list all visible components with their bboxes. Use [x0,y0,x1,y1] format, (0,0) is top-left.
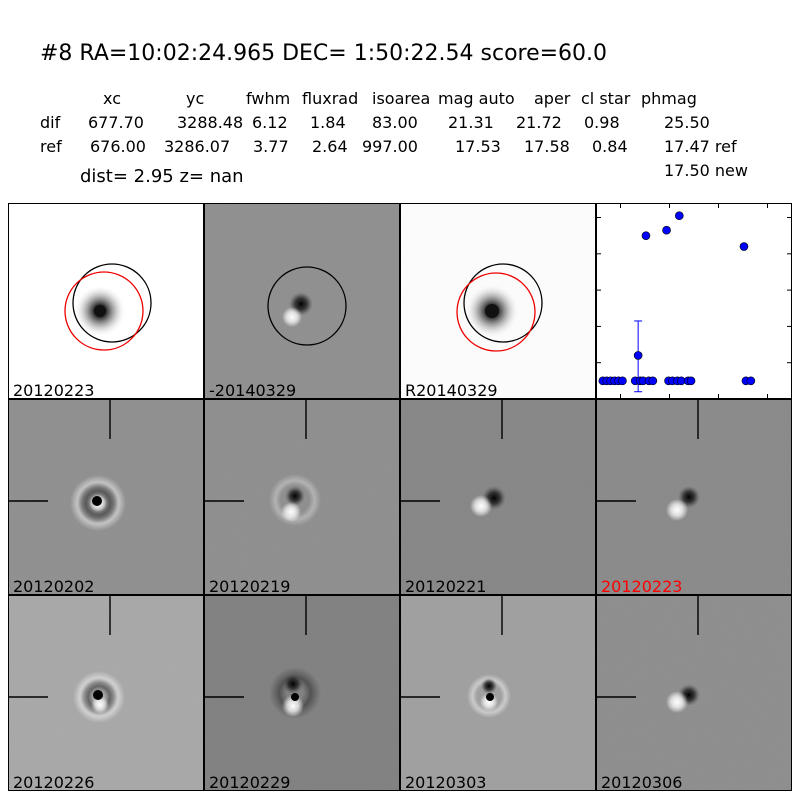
dif-yc: 3288.48 [177,113,244,132]
row-label-dif: dif [40,113,61,132]
panel-label: 20120223 [601,577,683,595]
col-header-xc: xc [103,89,121,108]
panel-label: 20120221 [405,577,487,595]
dist-z-line: dist= 2.95 z= nan [80,166,244,187]
cutout-panel: 20120223 [596,399,792,595]
col-header-phmag: phmag [641,89,697,108]
data-point [662,225,671,235]
panel-label: 20120229 [209,773,291,791]
col-header-isoarea: isoarea [372,89,431,108]
data-point [633,351,643,360]
cutout-panel: 20120226 [8,595,204,791]
dif-phmag: 25.50 [664,113,710,132]
panel-label: R20140329 [405,381,498,399]
ref-fwhm: 3.77 [253,137,289,156]
panel-label: 20120202 [13,577,95,595]
dif-fluxrad: 1.84 [310,113,346,132]
cutout-panel: 20120229 [204,595,400,791]
col-header-aper: aper [534,89,571,108]
cutout-panel: 20120219 [204,399,400,595]
ref-cl-star: 0.84 [592,137,628,156]
plot-frame [596,203,792,399]
data-point [648,376,658,386]
dif-cl-star: 0.98 [584,113,620,132]
cutout-panel: 20120202 [8,399,204,595]
panel-label: 20120303 [405,773,487,791]
data-point [641,231,651,240]
ref-image-panel: 20120223 [8,203,204,399]
light-curve-svg: 212223242526−50050100 [568,203,792,420]
panel-label: -20140329 [209,381,297,399]
row-label-ref: ref [40,137,62,156]
cutout-panel: 20120303 [400,595,596,791]
ref-isoarea: 997.00 [362,137,418,156]
data-point [686,376,696,386]
col-header-yc: yc [186,89,205,108]
ref-yc: 3286.07 [164,137,231,156]
ref-fluxrad: 2.64 [312,137,348,156]
panel-label: 20120226 [13,773,95,791]
new-ref-image-panel: R20140329 [400,203,596,399]
ref-aper: 17.58 [524,137,570,156]
light-curve-plot: 212223242526−50050100 [568,203,792,420]
dif-aper: 21.72 [516,113,562,132]
col-header-cl-star: cl star [581,89,631,108]
cutout-panel: 20120306 [596,595,792,791]
dif-xc: 677.70 [88,113,144,132]
data-point [618,376,627,386]
data-point [675,211,684,221]
data-point [739,242,749,251]
col-header-fluxrad: fluxrad [302,89,359,108]
data-point [746,376,756,386]
diff-image-panel: -20140329 [204,203,400,399]
dif-fwhm: 6.12 [252,113,288,132]
panel-label: 20120223 [13,381,95,399]
panel-label: 20120219 [209,577,291,595]
new-phmag: 17.50 new [664,161,748,180]
dif-isoarea: 83.00 [372,113,418,132]
panel-label: 20120306 [601,773,683,791]
dif-mag-auto: 21.31 [448,113,494,132]
page-title: #8 RA=10:02:24.965 DEC= 1:50:22.54 score… [40,41,608,66]
cutout-panel: 20120221 [400,399,596,595]
col-header-fwhm: fwhm [246,89,291,108]
ref-xc: 676.00 [90,137,146,156]
col-header-mag-auto: mag auto [438,89,515,108]
ref-mag-auto: 17.53 [455,137,501,156]
ref-phmag: 17.47 ref [664,137,737,156]
